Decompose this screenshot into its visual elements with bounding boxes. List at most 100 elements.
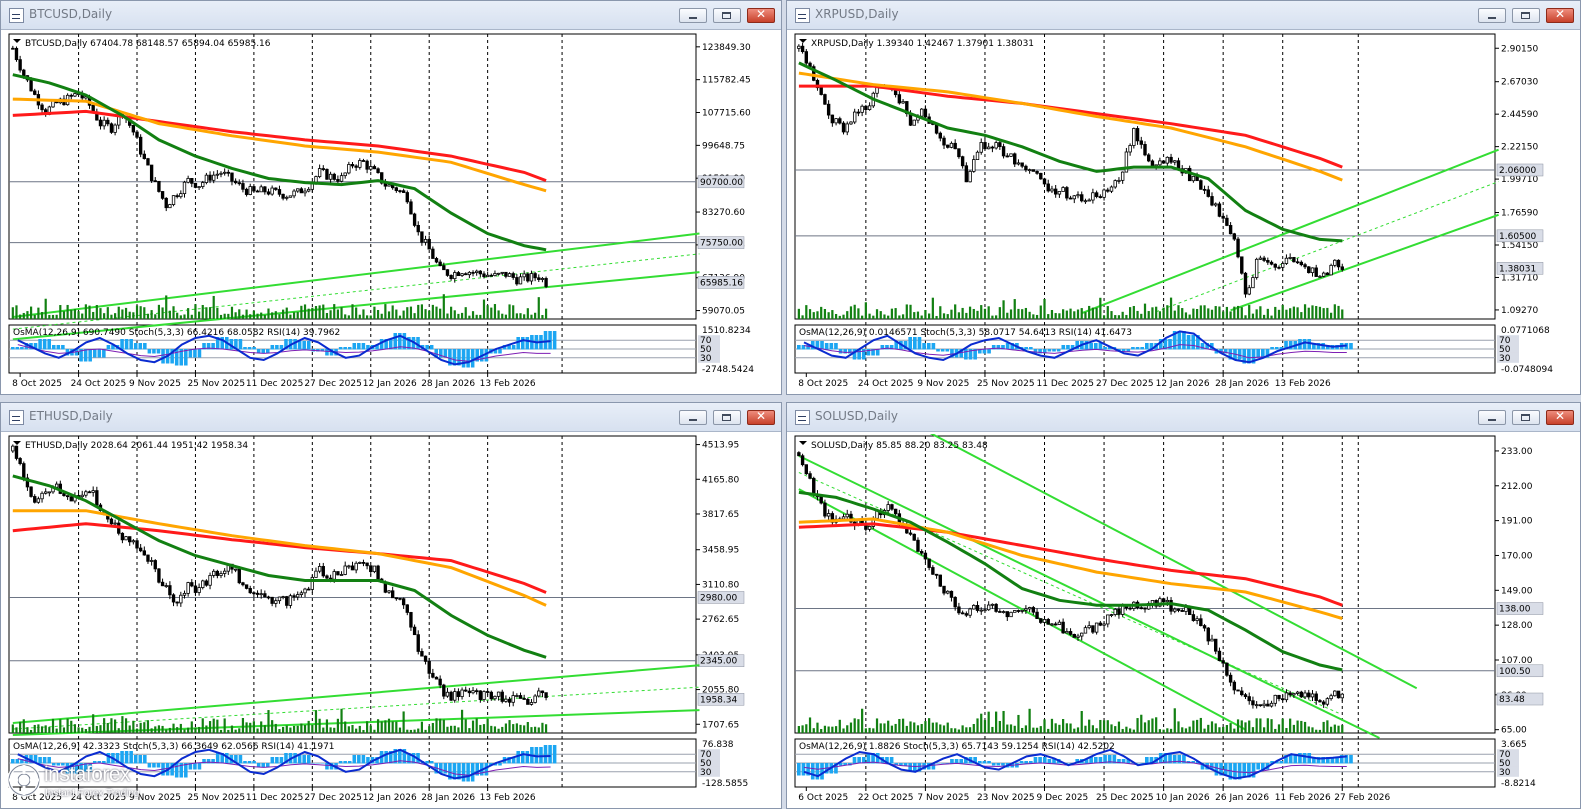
osma-bar — [507, 757, 511, 764]
chart-menu-icon[interactable] — [799, 441, 807, 445]
chart-window-btcusd[interactable]: BTCUSD,Daily ✕ 123849.30 115782.45 107715.60… — [0, 0, 782, 395]
volume-bar — [1222, 311, 1225, 319]
candle-body — [449, 274, 453, 280]
volume-bar — [1099, 719, 1102, 733]
volume-bar — [274, 311, 277, 319]
osma-bar — [1284, 755, 1288, 764]
osma-bar — [329, 763, 334, 770]
x-tick-label: 27 Dec 2025 — [304, 379, 362, 389]
osma-bar — [1335, 757, 1339, 764]
osma-bar — [1200, 763, 1205, 770]
osma-bar — [443, 763, 448, 774]
volume-bar — [194, 304, 197, 319]
volume-bar — [340, 708, 343, 733]
chart-menu-icon[interactable] — [799, 39, 807, 43]
volume-bar — [1013, 299, 1016, 319]
minimize-button[interactable] — [1478, 410, 1506, 425]
volume-bar — [861, 708, 864, 733]
indicator-level-box — [698, 749, 720, 760]
chart-window-solusd[interactable]: SOLUSD,Daily ✕ 233.00 212.00 191.00 170.00 149… — [786, 402, 1581, 809]
maximize-button[interactable] — [1512, 8, 1540, 23]
candle-body — [182, 592, 187, 596]
volume-bar — [486, 305, 489, 319]
close-button[interactable]: ✕ — [747, 409, 775, 425]
osma-bar — [1251, 763, 1256, 778]
candle-body — [288, 595, 293, 606]
candle-body — [467, 690, 472, 694]
candle-body — [336, 179, 340, 182]
volume-bar — [303, 724, 307, 733]
window-titlebar[interactable]: XRPUSD,Daily ✕ — [787, 1, 1580, 30]
chart-canvas[interactable]: 123849.30115782.45107715.6099648.7591581… — [4, 32, 780, 393]
candle-body — [1046, 183, 1050, 192]
osma-bar — [215, 337, 220, 350]
volume-bar — [935, 315, 938, 319]
osma-bar — [1066, 345, 1070, 350]
osma-bar — [936, 349, 940, 352]
maximize-button[interactable] — [1512, 410, 1540, 425]
volume-bar — [387, 311, 391, 319]
candle-body — [819, 496, 823, 504]
osma-bar — [1107, 347, 1112, 350]
level-label-box — [697, 693, 745, 706]
osma-bar — [202, 343, 206, 350]
window-titlebar[interactable]: SOLUSD,Daily ✕ — [787, 403, 1580, 432]
candle-body — [1117, 608, 1121, 615]
osma-bar — [457, 763, 461, 780]
volume-bar — [387, 718, 391, 733]
volume-bar — [512, 724, 515, 733]
candle-body — [464, 273, 468, 276]
volume-bar — [1311, 727, 1314, 733]
candle-body — [149, 164, 154, 182]
chart-menu-icon[interactable] — [13, 39, 21, 43]
close-button[interactable]: ✕ — [1546, 7, 1574, 23]
close-button[interactable]: ✕ — [1546, 409, 1574, 425]
candle-body — [398, 190, 402, 193]
volume-bar — [883, 723, 886, 733]
candle-body — [953, 142, 957, 150]
candle-body — [1307, 692, 1311, 698]
osma-bar — [247, 347, 252, 350]
level-label: 2980.00 — [700, 593, 737, 603]
chart-canvas[interactable]: 2.901502.670302.445902.221501.997101.765… — [790, 32, 1579, 393]
window-titlebar[interactable]: BTCUSD,Daily ✕ — [1, 1, 781, 30]
candle-body — [890, 504, 894, 510]
chart-window-xrpusd[interactable]: XRPUSD,Daily ✕ 2.90150 2.67030 2.44590 2.2215… — [786, 0, 1581, 395]
volume-bar — [384, 304, 387, 319]
osma-bar — [1121, 349, 1126, 352]
osma-bar — [197, 763, 202, 770]
minimize-icon — [689, 17, 697, 19]
candle-body — [1299, 261, 1304, 266]
candle-body — [1221, 660, 1225, 664]
minimize-button[interactable] — [679, 410, 707, 425]
volume-bar — [128, 725, 131, 733]
x-tick-label: 9 Nov 2025 — [917, 379, 969, 389]
chart-canvas[interactable]: 233.00212.00191.00170.00149.00128.00107.… — [790, 434, 1579, 807]
volume-bar — [208, 721, 212, 733]
minimize-button[interactable] — [1478, 8, 1506, 23]
y-tick-label: 149.00 — [1501, 586, 1533, 596]
window-title: XRPUSD,Daily — [815, 7, 899, 21]
volume-bar — [44, 298, 47, 319]
volume-bar — [1076, 727, 1080, 733]
candle-body — [1039, 618, 1043, 623]
window-titlebar[interactable]: ETHUSD,Daily ✕ — [1, 403, 781, 432]
volume-bar — [909, 304, 912, 319]
minimize-button[interactable] — [679, 8, 707, 23]
chart-window-ethusd[interactable]: ETHUSD,Daily ✕ 4513.95 4165.80 3817.65 3458.9… — [0, 402, 782, 809]
close-button[interactable]: ✕ — [747, 7, 775, 23]
chart-menu-icon[interactable] — [13, 441, 21, 445]
osma-bar — [375, 345, 379, 350]
volume-bar — [831, 310, 834, 319]
candle-body — [244, 584, 249, 589]
osma-bar — [206, 343, 211, 350]
osma-bar — [1103, 755, 1107, 764]
osma-bar — [894, 341, 899, 350]
volume-bar — [1155, 306, 1158, 319]
candle-body — [131, 540, 136, 543]
maximize-button[interactable] — [713, 8, 741, 23]
osma-bar — [265, 349, 270, 354]
maximize-button[interactable] — [713, 410, 741, 425]
chart-canvas[interactable]: 4513.954165.803817.653458.953110.802762.… — [4, 434, 780, 807]
volume-bar — [143, 307, 146, 319]
